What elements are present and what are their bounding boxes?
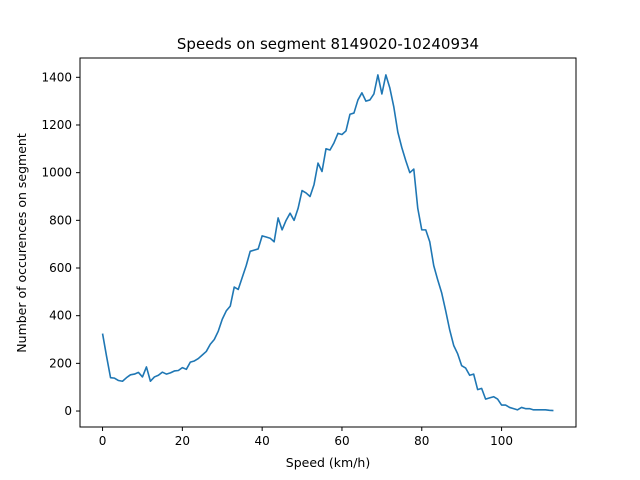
y-axis-label: Number of occurences on segment [14,133,29,353]
y-tick-label: 800 [49,213,72,227]
x-tick-label: 60 [334,434,349,448]
y-tick-label: 400 [49,309,72,323]
y-tick-label: 0 [64,404,72,418]
chart-title: Speeds on segment 8149020-10240934 [177,35,479,53]
x-tick-label: 100 [490,434,513,448]
y-axis: 0 200 400 600 800 1000 1200 1400 [41,70,80,418]
y-tick-label: 200 [49,356,72,370]
x-axis: 0 20 40 60 80 100 [99,427,513,448]
y-tick-label: 600 [49,261,72,275]
plot-area [79,57,577,428]
x-axis-label: Speed (km/h) [286,455,370,470]
x-tick-label: 20 [175,434,190,448]
x-tick-label: 0 [99,434,107,448]
series-layer [101,74,554,412]
x-tick-label: 80 [414,434,429,448]
y-tick-label: 1200 [41,118,72,132]
y-tick-label: 1400 [41,70,72,84]
y-tick-label: 1000 [41,166,72,180]
series-line-0 [101,74,554,412]
x-tick-label: 40 [255,434,270,448]
plot-frame [79,57,577,428]
